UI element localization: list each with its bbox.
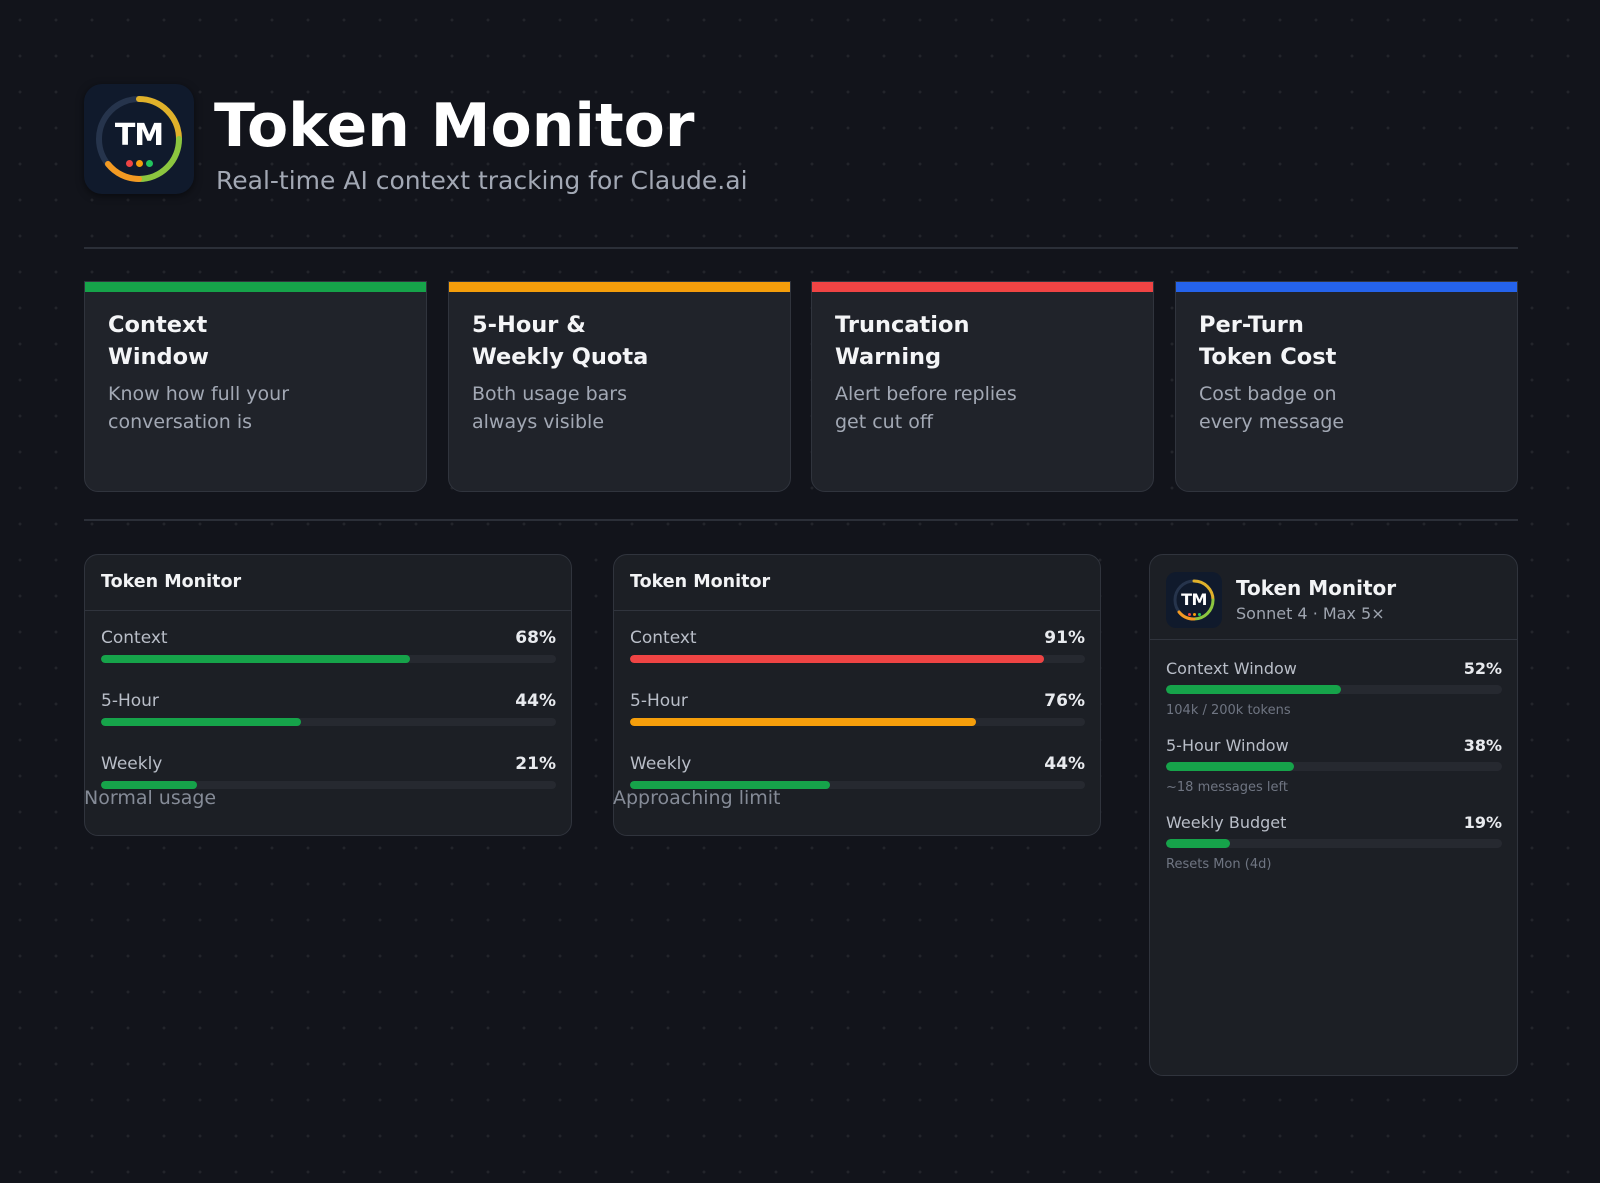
progress-track — [101, 655, 556, 663]
card-accent-bar — [812, 282, 1153, 292]
progress-track — [1166, 762, 1502, 771]
metric-value: 44% — [1044, 754, 1085, 774]
metric-value: 52% — [1463, 659, 1502, 678]
widget-approaching-limit: Token Monitor Context 91% 5-Hour 76% Wee… — [613, 554, 1101, 836]
panel-meta: Sonnet 4 · Max 5× — [1236, 604, 1385, 623]
page-title: Token Monitor — [214, 91, 695, 161]
feature-title: Per-Turn Token Cost — [1199, 312, 1337, 370]
status-dots-icon — [1166, 613, 1222, 616]
metric-row-context-window: Context Window 52% 104k / 200k tokens — [1166, 659, 1502, 719]
metric-label: Context Window — [1166, 659, 1297, 678]
feature-title: Truncation Warning — [835, 312, 970, 370]
widget-divider — [614, 610, 1100, 611]
metric-row-5-hour-window: 5-Hour Window 38% ~18 messages left — [1166, 736, 1502, 796]
progress-fill — [101, 655, 411, 663]
metric-row-weekly: Weekly 21% — [101, 754, 556, 794]
logo-text: TM — [114, 118, 164, 153]
widget-normal-usage: Token Monitor Context 68% 5-Hour 44% Wee… — [84, 554, 572, 836]
progress-fill — [101, 781, 197, 789]
metric-row-context: Context 91% — [630, 628, 1085, 668]
feature-title: Context Window — [108, 312, 209, 370]
progress-track — [1166, 839, 1502, 848]
metric-label: 5-Hour Window — [1166, 736, 1289, 755]
feature-card-context-window: Context Window Know how full your conver… — [84, 281, 427, 492]
metric-value: 68% — [515, 628, 556, 648]
widget-title: Token Monitor — [630, 572, 771, 592]
metric-value: 21% — [515, 754, 556, 774]
card-accent-bar — [1176, 282, 1517, 292]
widget-caption: Normal usage — [84, 787, 217, 809]
widget-detailed-panel: TM Token Monitor Sonnet 4 · Max 5× Conte… — [1149, 554, 1518, 1076]
feature-title: 5-Hour & Weekly Quota — [472, 312, 649, 370]
progress-fill — [630, 781, 831, 789]
feature-description: Alert before replies get cut off — [835, 383, 1017, 433]
progress-fill — [1166, 762, 1294, 771]
metric-label: Context — [630, 628, 697, 648]
progress-track — [630, 655, 1085, 663]
card-accent-bar — [449, 282, 790, 292]
progress-fill — [630, 655, 1045, 663]
feature-description: Both usage bars always visible — [472, 383, 627, 433]
metric-subtext: Resets Mon (4d) — [1166, 857, 1272, 872]
feature-description: Know how full your conversation is — [108, 383, 290, 433]
feature-card-quota: 5-Hour & Weekly Quota Both usage bars al… — [448, 281, 791, 492]
metric-label: Weekly — [101, 754, 163, 774]
metric-label: 5-Hour — [101, 691, 159, 711]
card-accent-bar — [85, 282, 426, 292]
progress-track — [101, 718, 556, 726]
metric-label: Weekly Budget — [1166, 813, 1287, 832]
metric-label: Weekly — [630, 754, 692, 774]
metric-subtext: ~18 messages left — [1166, 780, 1288, 795]
metric-value: 19% — [1463, 813, 1502, 832]
gauge-ring-icon — [1173, 579, 1215, 621]
progress-fill — [1166, 685, 1341, 694]
progress-fill — [1166, 839, 1230, 848]
widget-title: Token Monitor — [101, 572, 242, 592]
widget-divider — [1150, 639, 1517, 640]
progress-fill — [630, 718, 976, 726]
metric-label: Context — [101, 628, 168, 648]
panel-title: Token Monitor — [1236, 576, 1397, 600]
metric-value: 76% — [1044, 691, 1085, 711]
divider — [84, 519, 1518, 521]
logo-text: TM — [1181, 590, 1207, 609]
gauge-ring-icon — [96, 96, 182, 182]
widget-divider — [85, 610, 571, 611]
metric-value: 91% — [1044, 628, 1085, 648]
progress-track — [630, 781, 1085, 789]
metric-row-5-hour: 5-Hour 44% — [101, 691, 556, 731]
metric-row-context: Context 68% — [101, 628, 556, 668]
metric-row-weekly-budget: Weekly Budget 19% Resets Mon (4d) — [1166, 813, 1502, 873]
metric-value: 38% — [1463, 736, 1502, 755]
metric-subtext: 104k / 200k tokens — [1166, 703, 1291, 718]
metric-label: 5-Hour — [630, 691, 688, 711]
metric-value: 44% — [515, 691, 556, 711]
progress-track — [630, 718, 1085, 726]
progress-track — [101, 781, 556, 789]
app-logo: TM — [84, 84, 194, 194]
progress-fill — [101, 718, 302, 726]
metric-row-5-hour: 5-Hour 76% — [630, 691, 1085, 731]
page-subtitle: Real-time AI context tracking for Claude… — [216, 166, 748, 195]
feature-description: Cost badge on every message — [1199, 383, 1345, 433]
progress-track — [1166, 685, 1502, 694]
panel-logo: TM — [1166, 572, 1222, 628]
widget-caption: Approaching limit — [613, 787, 781, 809]
status-dots-icon — [84, 160, 194, 167]
feature-card-token-cost: Per-Turn Token Cost Cost badge on every … — [1175, 281, 1518, 492]
metric-row-weekly: Weekly 44% — [630, 754, 1085, 794]
feature-card-truncation: Truncation Warning Alert before replies … — [811, 281, 1154, 492]
divider — [84, 247, 1518, 249]
